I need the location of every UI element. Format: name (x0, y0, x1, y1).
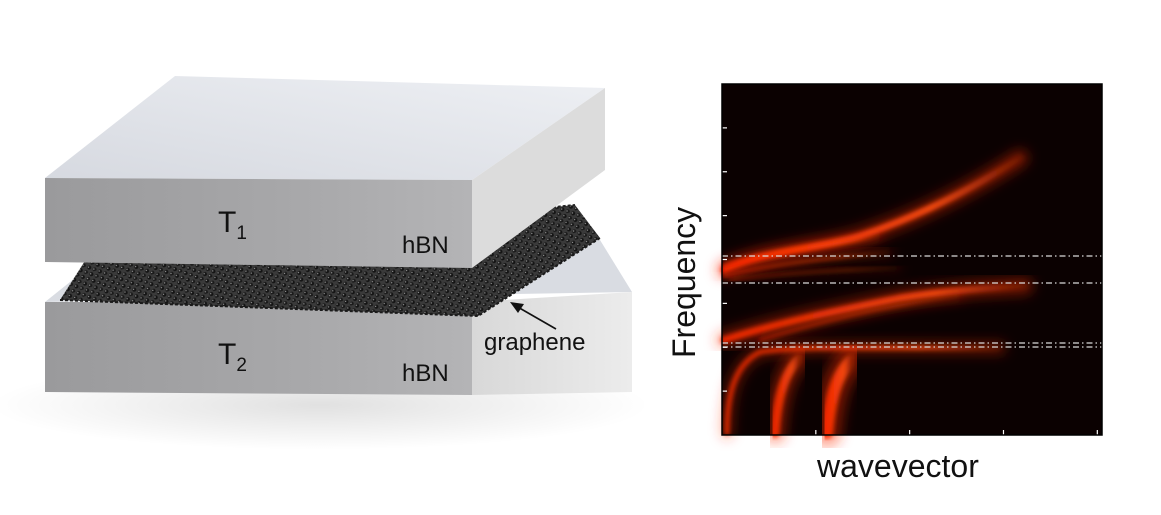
top-layer-material-label: hBN (402, 232, 449, 259)
graphene-label: graphene (484, 329, 586, 356)
mode-branch (724, 345, 1003, 436)
top-slab-side-face (472, 88, 605, 268)
mode-branch (720, 282, 1029, 344)
heterostructure-illustration (0, 76, 650, 450)
dispersion-plot (715, 83, 1103, 448)
bottom-slab-front-face (45, 302, 472, 395)
y-axis-label: Frequency (666, 206, 702, 358)
bottom-layer-material-label: hBN (402, 360, 449, 387)
mode-branch (722, 234, 882, 268)
bottom-slab-side-face (472, 292, 632, 395)
mode-branch (722, 250, 892, 278)
mode-branch (758, 294, 962, 342)
top-slab-top-face (45, 76, 605, 180)
graphene-pointer-arrow (510, 302, 557, 330)
plot-frame (721, 83, 1103, 436)
top-hbn-slab (45, 76, 605, 268)
top-slab-front-face (45, 178, 472, 268)
mode-branch (770, 353, 805, 438)
mode-branch (729, 267, 901, 281)
mode-branch (821, 354, 858, 439)
bottom-layer-temperature-label: T2 (218, 338, 247, 376)
x-axis-label: wavevector (817, 448, 979, 484)
top-layer-temperature-label: T1 (218, 206, 247, 244)
